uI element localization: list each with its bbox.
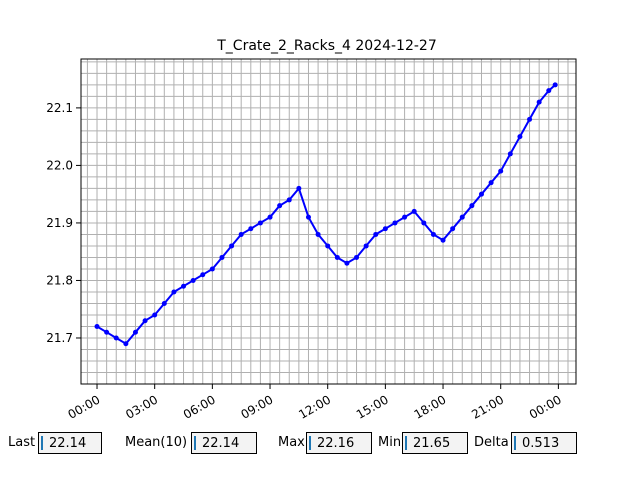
- chart-title: T_Crate_2_Racks_4 2024-12-27: [216, 38, 437, 54]
- data-point: [450, 226, 456, 232]
- data-point: [248, 226, 254, 232]
- x-tick-label: 03:00: [123, 392, 160, 421]
- mean-label: Mean(10): [125, 435, 188, 450]
- data-point: [238, 231, 244, 237]
- y-tick-label: 21.8: [46, 273, 73, 287]
- x-tick-label: 00:00: [527, 392, 564, 421]
- series-group: [94, 82, 558, 347]
- data-point: [296, 185, 302, 191]
- mean-value-field[interactable]: 22.14: [191, 432, 257, 454]
- data-point: [498, 168, 504, 174]
- max-label: Max: [278, 435, 305, 450]
- delta-label: Delta: [474, 435, 509, 450]
- x-tick-label: 06:00: [181, 392, 218, 421]
- data-point: [392, 220, 398, 226]
- data-point: [411, 208, 417, 214]
- data-point: [315, 231, 321, 237]
- data-point: [344, 260, 350, 266]
- data-point: [267, 214, 273, 220]
- data-point: [132, 329, 138, 335]
- data-point: [305, 214, 311, 220]
- min-value-field[interactable]: 21.65: [402, 432, 468, 454]
- y-tick-label: 21.7: [46, 331, 73, 345]
- plot-frame: [80, 58, 577, 385]
- data-point: [104, 329, 110, 335]
- data-point: [142, 318, 148, 324]
- last-value-field[interactable]: 22.14: [38, 432, 102, 454]
- min-label: Min: [378, 435, 402, 450]
- delta-value: 0.513: [522, 436, 560, 451]
- text-cursor: [41, 435, 43, 450]
- y-tick-label: 21.9: [46, 216, 73, 230]
- x-tick-label: 18:00: [412, 392, 449, 421]
- data-point: [190, 277, 196, 283]
- data-point: [517, 134, 523, 140]
- data-point: [354, 254, 360, 260]
- text-cursor: [309, 435, 311, 450]
- y-tick-label: 22.1: [46, 101, 73, 115]
- data-point: [440, 237, 446, 243]
- data-point: [488, 180, 494, 186]
- data-point: [286, 197, 292, 203]
- data-point: [363, 243, 369, 249]
- data-point: [257, 220, 263, 226]
- max-value-field[interactable]: 22.16: [306, 432, 372, 454]
- data-point: [469, 203, 475, 209]
- max-value: 22.16: [317, 436, 355, 451]
- x-tick-label: 12:00: [296, 392, 333, 421]
- data-point: [382, 226, 388, 232]
- x-tick-label: 09:00: [239, 392, 276, 421]
- data-point: [325, 243, 331, 249]
- last-value: 22.14: [49, 436, 87, 451]
- data-point: [200, 272, 206, 278]
- data-point: [402, 214, 408, 220]
- last-label: Last: [8, 435, 36, 450]
- data-point: [209, 266, 215, 272]
- data-point: [123, 341, 129, 347]
- data-point: [478, 191, 484, 197]
- text-cursor: [514, 435, 516, 450]
- text-cursor: [405, 435, 407, 450]
- x-tick-label: 00:00: [66, 392, 103, 421]
- data-point: [536, 99, 542, 105]
- data-point: [181, 283, 187, 289]
- data-point: [94, 323, 100, 329]
- data-point: [507, 151, 513, 157]
- data-point: [421, 220, 427, 226]
- data-point: [459, 214, 465, 220]
- data-point: [546, 88, 552, 94]
- axis-ticks: 00:00 03:00 06:00 09:00 12:00 15:00 18:00 21:00…: [46, 101, 564, 422]
- data-point: [229, 243, 235, 249]
- data-point: [277, 203, 283, 209]
- min-value: 21.65: [413, 436, 451, 451]
- x-tick-label: 21:00: [469, 392, 506, 421]
- data-point: [152, 312, 158, 318]
- data-point: [527, 116, 533, 122]
- data-point: [171, 289, 177, 295]
- data-point: [430, 231, 436, 237]
- text-cursor: [194, 435, 196, 450]
- y-tick-label: 22.0: [46, 158, 73, 172]
- mean-value: 22.14: [202, 436, 240, 451]
- data-point: [219, 254, 225, 260]
- data-point: [552, 82, 558, 88]
- data-point: [373, 231, 379, 237]
- chart-grid: [81, 59, 576, 385]
- x-tick-label: 15:00: [354, 392, 391, 421]
- data-point: [334, 254, 340, 260]
- data-point: [113, 335, 119, 341]
- delta-value-field[interactable]: 0.513: [511, 432, 577, 454]
- data-point: [161, 300, 167, 306]
